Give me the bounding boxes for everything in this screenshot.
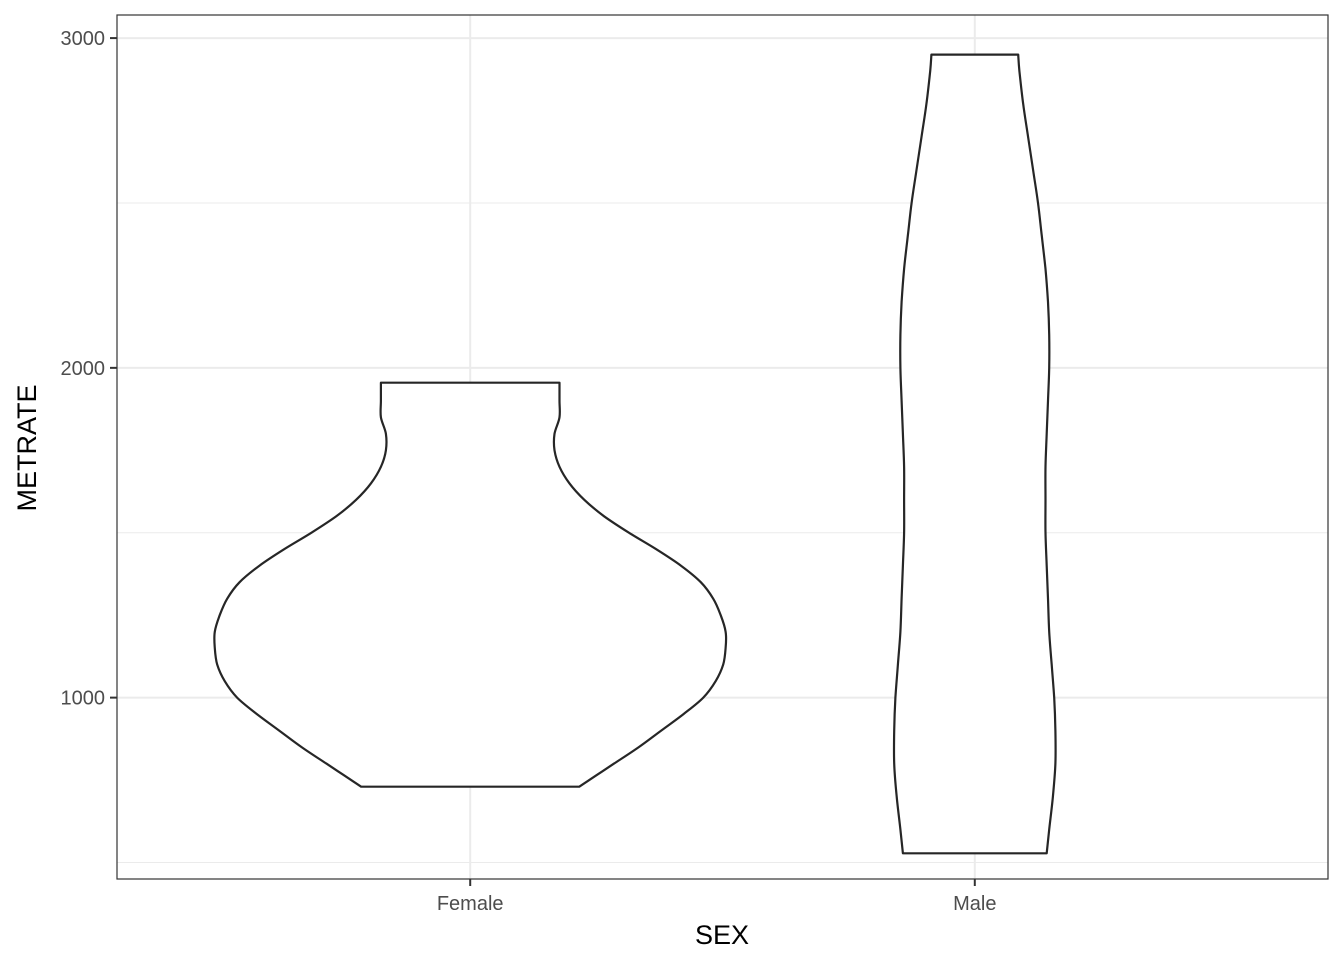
x-tick-label: Female [437, 893, 504, 915]
y-tick-label: 2000 [61, 358, 106, 380]
violins [213, 53, 1057, 855]
axes: 1000 2000 3000 Female Male [61, 28, 997, 915]
violin-female [213, 381, 728, 788]
panel-border [116, 14, 1329, 880]
x-tick-label: Male [953, 893, 996, 915]
y-tick-label: 1000 [61, 688, 106, 710]
violin-male [892, 53, 1057, 855]
y-tick-label: 3000 [61, 28, 106, 50]
y-axis-title: METRATE [12, 385, 42, 512]
x-axis-title: SEX [695, 920, 749, 950]
